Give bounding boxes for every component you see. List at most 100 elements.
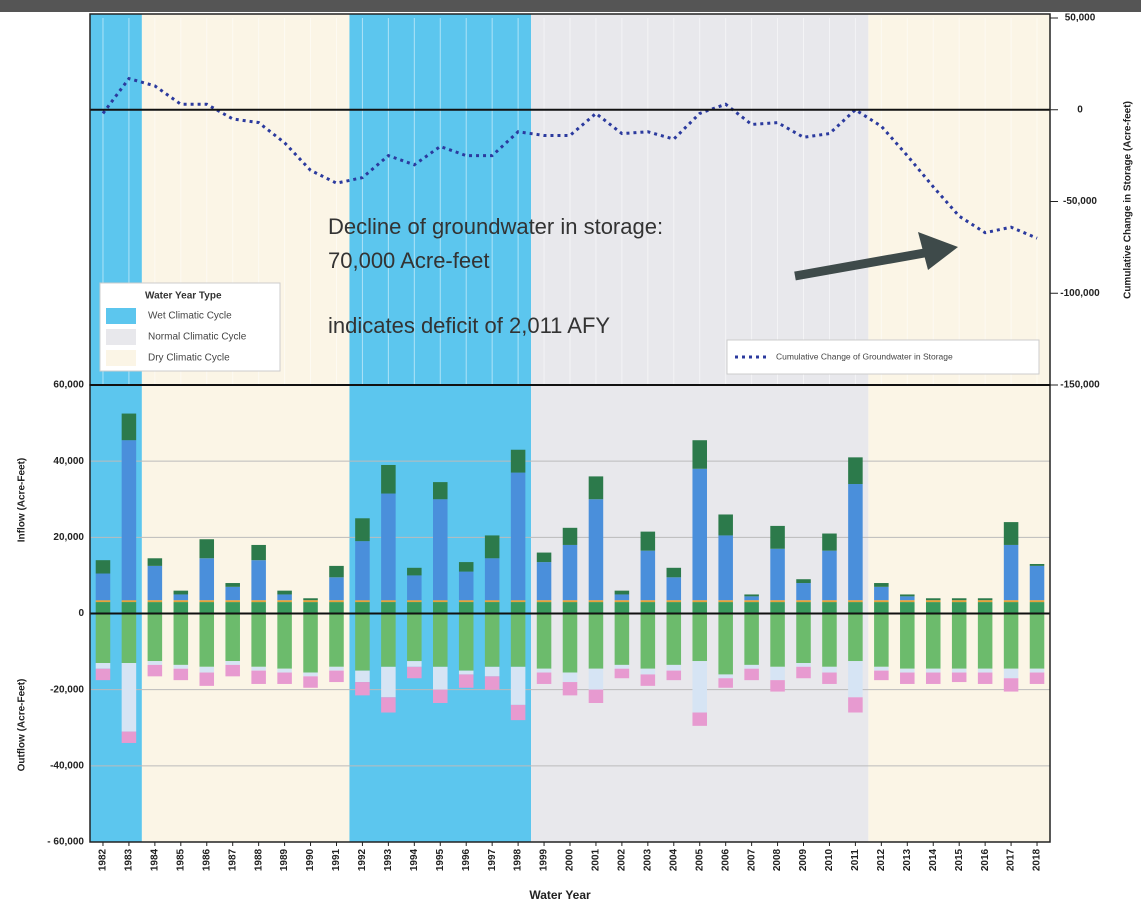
bar-segment bbox=[848, 602, 863, 614]
bar-segment bbox=[433, 499, 448, 601]
bar-segment bbox=[95, 668, 111, 681]
bar-segment bbox=[277, 590, 292, 595]
bar-segment bbox=[614, 600, 630, 603]
x-tick-label: 2017 bbox=[1006, 848, 1017, 871]
bar-segment bbox=[796, 613, 811, 664]
bar-segment bbox=[588, 600, 604, 603]
annotation: 70,000 Acre-feet bbox=[328, 248, 489, 273]
bar-segment bbox=[770, 613, 785, 667]
y-tick-label: -20,000 bbox=[50, 684, 84, 695]
y-tick-label: 0 bbox=[78, 608, 84, 619]
bar-segment bbox=[381, 666, 396, 698]
bar-segment bbox=[692, 440, 707, 469]
bar-segment bbox=[744, 600, 759, 603]
bar-segment bbox=[718, 613, 733, 675]
x-tick-label: 2014 bbox=[928, 848, 939, 871]
bar-segment bbox=[951, 668, 967, 673]
bar-segment bbox=[874, 613, 889, 667]
bar-segment bbox=[251, 544, 266, 561]
bar-segment bbox=[1003, 613, 1019, 669]
y-tick-label: 40,000 bbox=[53, 456, 84, 467]
bar-segment bbox=[562, 672, 578, 683]
bar-segment bbox=[355, 613, 370, 671]
bar-segment bbox=[900, 594, 915, 597]
bar-segment bbox=[562, 602, 578, 614]
y-tick-label: 60,000 bbox=[53, 380, 84, 391]
x-tick-label: 2000 bbox=[565, 848, 576, 871]
bar-segment bbox=[977, 672, 993, 684]
bar-segment bbox=[848, 613, 863, 662]
bar-segment bbox=[251, 613, 266, 667]
bar-segment bbox=[1029, 600, 1045, 603]
bar-segment bbox=[381, 697, 396, 713]
plot-area: 60,000 40,000 20,000 0 -20,000 -40,000 - 60,00… bbox=[47, 13, 1100, 871]
x-tick-label: 1985 bbox=[175, 848, 186, 871]
bar-segment bbox=[692, 712, 707, 726]
bar-segment bbox=[433, 602, 448, 614]
bar-segment bbox=[147, 565, 163, 601]
bar-segment bbox=[536, 602, 552, 614]
bar-segment bbox=[458, 670, 474, 675]
bar-segment bbox=[225, 602, 240, 614]
bar-segment bbox=[874, 666, 889, 671]
bar-segment bbox=[562, 544, 578, 601]
bar-segment bbox=[692, 661, 707, 713]
bar-segment bbox=[562, 600, 578, 603]
bar-segment bbox=[199, 613, 215, 667]
bar-segment bbox=[744, 602, 759, 614]
bar-segment bbox=[225, 583, 240, 587]
bar-segment bbox=[822, 550, 837, 601]
bar-segment bbox=[407, 666, 422, 679]
bar-segment bbox=[329, 670, 344, 683]
bar-segment bbox=[121, 663, 137, 732]
bar-segment bbox=[277, 668, 292, 673]
bar-segment bbox=[640, 600, 656, 603]
annotation: indicates deficit of 2,011 AFY bbox=[328, 313, 610, 338]
bar-segment bbox=[796, 602, 811, 614]
bar-segment bbox=[666, 664, 682, 671]
bar-segment bbox=[770, 666, 785, 681]
bar-segment bbox=[1003, 678, 1019, 692]
bar-segment bbox=[173, 600, 189, 603]
x-tick-label: 2001 bbox=[591, 848, 602, 871]
bar-segment bbox=[536, 668, 552, 673]
period-band bbox=[141, 14, 350, 842]
x-tick-label: 2008 bbox=[772, 848, 783, 871]
x-tick-label: 1988 bbox=[253, 848, 264, 871]
bar-segment bbox=[848, 600, 863, 603]
bar-segment bbox=[848, 457, 863, 485]
y-tick-label: -40,000 bbox=[50, 760, 84, 771]
x-tick-label: 2003 bbox=[642, 848, 653, 871]
bar-segment bbox=[95, 602, 111, 614]
bar-segment bbox=[718, 514, 733, 536]
bar-segment bbox=[407, 575, 422, 601]
bar-segment bbox=[925, 600, 941, 603]
bar-segment bbox=[510, 613, 526, 667]
bar-segment bbox=[692, 600, 707, 603]
bar-segment bbox=[640, 531, 656, 551]
x-tick-label: 1991 bbox=[331, 848, 342, 871]
bar-segment bbox=[744, 664, 759, 669]
y2-axis-label: Cumulative Change in Storage (Acre-feet) bbox=[1123, 101, 1134, 299]
bar-segment bbox=[796, 663, 811, 667]
bar-segment bbox=[1029, 668, 1045, 673]
bar-segment bbox=[458, 600, 474, 603]
bar-segment bbox=[121, 602, 137, 614]
bar-segment bbox=[848, 697, 863, 713]
bar-segment bbox=[770, 680, 785, 692]
bar-segment bbox=[874, 600, 889, 603]
bar-segment bbox=[407, 661, 422, 667]
x-axis-label: Water Year bbox=[529, 888, 591, 902]
bar-segment bbox=[1029, 602, 1045, 614]
y-tick-label: - 60,000 bbox=[47, 837, 84, 848]
x-tick-label: 2015 bbox=[954, 848, 965, 871]
bar-segment bbox=[977, 613, 993, 669]
legend-label: Cumulative Change of Groundwater in Stor… bbox=[776, 351, 953, 361]
bar-segment bbox=[770, 602, 785, 614]
annotation-arrow bbox=[794, 232, 958, 281]
bar-segment bbox=[588, 499, 604, 601]
bar-segment bbox=[640, 602, 656, 614]
bar-segment bbox=[1029, 565, 1045, 601]
bar-segment bbox=[121, 613, 137, 664]
x-tick-label: 2018 bbox=[1032, 848, 1043, 871]
